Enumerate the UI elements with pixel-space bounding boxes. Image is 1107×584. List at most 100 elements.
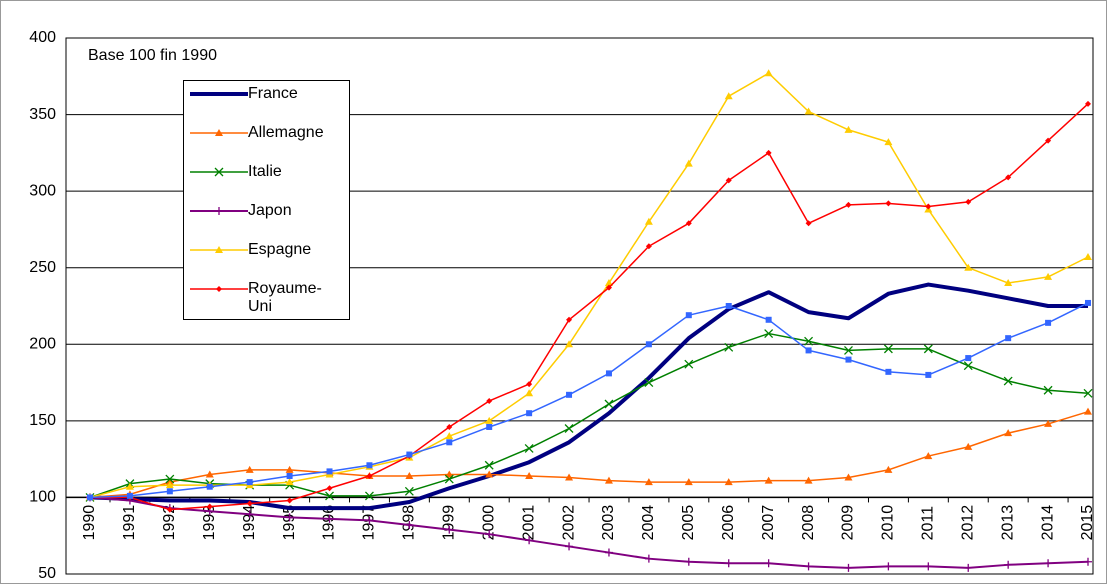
data-point — [804, 476, 813, 484]
data-point — [126, 492, 133, 499]
legend-marker — [216, 286, 222, 292]
data-point — [924, 452, 933, 460]
legend-swatch — [190, 129, 248, 136]
data-point — [965, 198, 972, 205]
data-point — [285, 478, 294, 486]
data-point — [566, 316, 573, 323]
legend-item: Royaume-Uni — [184, 278, 349, 317]
data-point — [844, 473, 853, 481]
data-point — [884, 562, 893, 571]
data-point — [725, 177, 732, 184]
data-point — [526, 410, 533, 417]
data-point — [206, 483, 213, 490]
data-point — [1004, 560, 1013, 569]
y-tick-label: 250 — [29, 259, 56, 276]
data-point — [804, 562, 813, 571]
data-point — [685, 312, 692, 319]
data-point — [246, 500, 253, 507]
data-point — [604, 279, 613, 287]
legend-marker — [215, 129, 223, 136]
data-point — [605, 284, 612, 291]
legend-swatch — [190, 286, 248, 292]
legend-swatch — [190, 167, 248, 177]
data-point — [844, 125, 853, 133]
data-point — [724, 342, 734, 352]
data-point — [605, 370, 612, 377]
data-point — [684, 359, 694, 369]
data-point — [325, 514, 334, 523]
data-point — [565, 542, 574, 551]
data-point — [1045, 319, 1052, 326]
data-point — [1045, 137, 1052, 144]
data-point — [445, 470, 454, 478]
data-point — [485, 416, 494, 424]
legend-marker — [215, 246, 223, 253]
legend-item: Allemagne — [184, 122, 349, 161]
y-tick-label: 400 — [29, 29, 56, 46]
x-tick-label: 2002 — [560, 505, 577, 541]
data-point — [764, 329, 774, 339]
data-point — [844, 563, 853, 572]
data-point — [246, 479, 253, 486]
data-point — [486, 423, 493, 430]
legend-label: Italie — [248, 163, 282, 180]
data-point — [845, 201, 852, 208]
legend-marker — [214, 167, 224, 177]
data-point — [805, 347, 812, 354]
data-point — [1004, 279, 1013, 287]
data-point — [1085, 100, 1091, 107]
data-point — [684, 478, 693, 486]
data-point — [285, 513, 294, 522]
x-tick-label: 2012 — [959, 505, 976, 541]
x-tick-label: 1993 — [201, 505, 218, 541]
data-point — [884, 465, 893, 473]
data-point — [1083, 388, 1093, 398]
data-point — [446, 423, 453, 430]
data-point — [1004, 429, 1013, 437]
x-tick-label: 1999 — [440, 505, 457, 541]
data-point — [765, 316, 772, 323]
x-tick-label: 2007 — [760, 505, 777, 541]
data-point — [964, 563, 973, 572]
data-point — [604, 476, 613, 484]
data-point — [485, 470, 494, 478]
data-point — [604, 399, 614, 409]
data-point — [125, 482, 134, 490]
data-point — [644, 554, 653, 563]
series-line — [89, 72, 1089, 499]
data-point — [644, 378, 654, 388]
data-point — [365, 516, 374, 525]
legend-swatch — [190, 207, 248, 215]
legend-label: Royaume-Uni — [248, 280, 322, 315]
data-point — [165, 481, 174, 489]
x-tick-label: 2006 — [720, 505, 737, 541]
y-tick-label: 200 — [29, 336, 56, 353]
x-tick-label: 2009 — [840, 505, 857, 541]
x-tick-label: 1990 — [81, 505, 98, 541]
legend-swatch — [190, 92, 248, 96]
y-tick-label: 350 — [29, 106, 56, 123]
data-point — [724, 92, 733, 100]
data-point — [764, 69, 773, 77]
data-point — [645, 243, 652, 250]
x-tick-label: 2013 — [999, 505, 1016, 541]
series-line — [89, 496, 1089, 569]
data-point — [1085, 299, 1091, 306]
data-point — [1003, 376, 1013, 386]
data-point — [325, 491, 334, 501]
x-tick-label: 2000 — [480, 505, 497, 541]
data-point — [446, 439, 453, 446]
data-point — [964, 442, 973, 450]
data-point — [684, 159, 693, 167]
data-point — [525, 471, 534, 479]
y-tick-label: 50 — [38, 565, 56, 582]
data-point — [206, 503, 213, 510]
data-point — [764, 559, 773, 568]
data-point — [445, 432, 454, 440]
x-tick-label: 2004 — [640, 505, 657, 541]
data-point — [724, 559, 733, 568]
data-point — [924, 562, 933, 571]
data-point — [965, 355, 972, 362]
series-line — [90, 103, 1089, 511]
data-point — [644, 217, 653, 225]
